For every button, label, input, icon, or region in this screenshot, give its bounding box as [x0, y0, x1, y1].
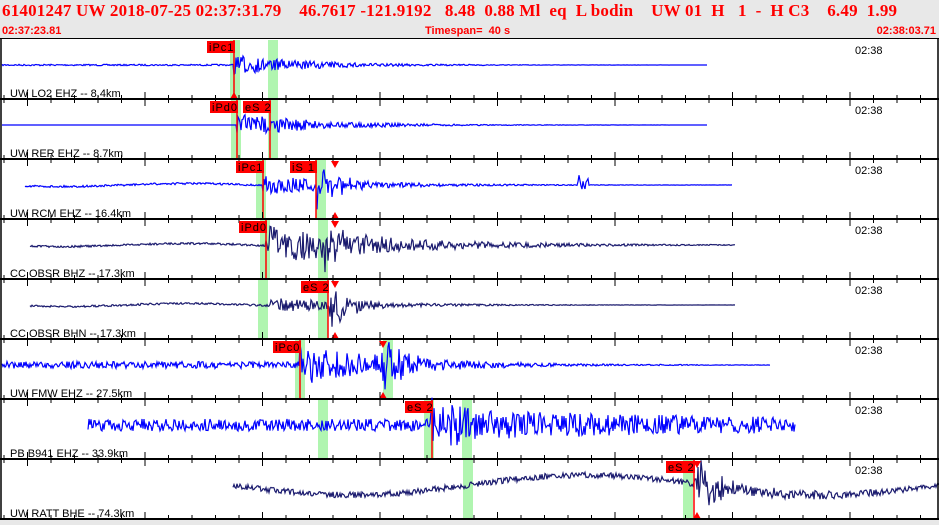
- pick-label[interactable]: iPc1: [209, 42, 234, 54]
- amplitude-marker-icon: [379, 341, 387, 348]
- pick-label-box[interactable]: [666, 461, 695, 473]
- pick-window: [463, 460, 473, 519]
- event-summary: 61401247 UW 2018-07-25 02:37:31.79 46.76…: [2, 1, 898, 20]
- timespan: Timespan= 40 s: [425, 25, 511, 37]
- trace-row[interactable]: eS 2 UW RATT BHE -- 74.3km 02:38: [0, 460, 939, 525]
- amplitude-marker-icon: [693, 512, 701, 519]
- time-tick-label: 02:38: [855, 225, 883, 237]
- trace-row[interactable]: iPc1 iS 1 UW RCM EHZ -- 16.4km 02:38: [0, 160, 939, 226]
- pick-window: [258, 280, 268, 339]
- time-tick-label: 02:38: [855, 105, 883, 117]
- waveform-trace: [1, 54, 707, 76]
- pick-window: [318, 280, 328, 339]
- amplitude-marker-icon: [230, 92, 238, 99]
- pick-label[interactable]: iPc0: [275, 342, 300, 354]
- trace-row[interactable]: eS 2 CC OBSR BHN -- 17.3km 02:38: [0, 280, 939, 346]
- time-tick-label: 02:38: [855, 345, 883, 357]
- pick-label[interactable]: iPd0: [212, 102, 238, 114]
- pick-label[interactable]: eS 2: [303, 282, 330, 294]
- station-label: UW RCM EHZ -- 16.4km: [10, 208, 131, 220]
- pick-window: [462, 400, 472, 459]
- station-label: UW LO2 EHZ -- 8.4km: [10, 88, 121, 100]
- pick-label[interactable]: eS 2: [245, 102, 272, 114]
- pick-window: [683, 460, 693, 519]
- pick-label-box[interactable]: [405, 401, 433, 413]
- trace-row[interactable]: iPd0 CC OBSR BHZ -- 17.3km 02:38: [0, 220, 939, 286]
- time-tick-label: 02:38: [855, 465, 883, 477]
- waveform-trace: [29, 291, 736, 327]
- amplitude-marker-icon: [693, 461, 701, 468]
- trace-row[interactable]: iPc0 UW FMW EHZ -- 27.5km 02:38: [0, 340, 939, 406]
- pick-label-box[interactable]: [273, 341, 301, 353]
- waveform-trace: [29, 225, 736, 273]
- pick-window: [256, 160, 266, 219]
- amplitude-marker-icon: [331, 281, 339, 288]
- pick-label-box[interactable]: [239, 221, 267, 233]
- waveform-trace: [24, 169, 733, 210]
- pick-label-box[interactable]: [210, 101, 238, 113]
- time-tick-label: 02:38: [855, 45, 883, 57]
- pick-label-box[interactable]: [243, 101, 271, 113]
- waveform-trace: [2, 113, 707, 136]
- pick-window: [318, 400, 328, 459]
- station-label: UW FMW EHZ -- 27.5km: [10, 388, 132, 400]
- station-label: UW RATT BHE -- 74.3km: [10, 508, 134, 520]
- amplitude-marker-icon: [331, 161, 339, 168]
- pick-window: [424, 400, 434, 459]
- time-tick-label: 02:38: [855, 165, 883, 177]
- station-label: CC OBSR BHZ -- 17.3km: [10, 268, 135, 280]
- time-tick-label: 02:38: [855, 405, 883, 417]
- waveform-canvas[interactable]: iPc1 UW LO2 EHZ -- 8.4km 02:38 iPd0 eS 2 UW R…: [0, 37, 939, 525]
- time-tick-label: 02:38: [855, 285, 883, 297]
- pick-window: [268, 100, 278, 159]
- pick-label[interactable]: iPd0: [241, 222, 267, 234]
- trace-row[interactable]: iPd0 eS 2 UW RER EHZ -- 8.7km 02:38: [0, 100, 939, 166]
- pick-label[interactable]: eS 2: [407, 402, 434, 414]
- pick-label-box[interactable]: [207, 41, 235, 53]
- pick-window: [268, 40, 278, 99]
- pick-label[interactable]: iPc1: [238, 162, 263, 174]
- event-header: 61401247 UW 2018-07-25 02:37:31.79 46.76…: [0, 0, 939, 40]
- station-label: CC OBSR BHN -- 17.3km: [10, 328, 136, 340]
- start-time: 02:37:23.81: [2, 25, 62, 37]
- waveform-trace: [87, 397, 796, 446]
- end-time: 02:38:03.71: [876, 25, 936, 37]
- pick-label-box[interactable]: [236, 161, 264, 173]
- waveform-trace: [232, 460, 939, 506]
- pick-window: [260, 220, 270, 279]
- pick-label-box[interactable]: [290, 161, 317, 173]
- amplitude-marker-icon: [331, 221, 339, 228]
- trace-row[interactable]: iPc1 UW LO2 EHZ -- 8.4km 02:38: [0, 40, 939, 106]
- waveform-trace: [1, 342, 771, 390]
- pick-label-box[interactable]: [301, 281, 329, 293]
- pick-label[interactable]: iS 1: [292, 162, 315, 174]
- amplitude-marker-icon: [379, 392, 387, 399]
- pick-label[interactable]: eS 2: [668, 462, 695, 474]
- pick-window: [383, 340, 393, 399]
- seismogram-panel[interactable]: iPc1 UW LO2 EHZ -- 8.4km 02:38 iPd0 eS 2 UW R…: [0, 37, 939, 525]
- station-label: UW RER EHZ -- 8.7km: [10, 148, 123, 160]
